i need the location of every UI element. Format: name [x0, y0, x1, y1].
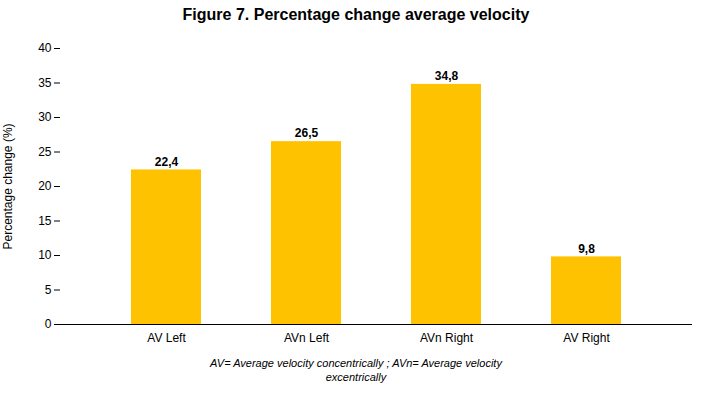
svg-text:AV Right: AV Right	[563, 331, 610, 345]
svg-text:22,4: 22,4	[155, 155, 179, 169]
svg-text:26,5: 26,5	[295, 126, 319, 140]
svg-text:Percentage change (%): Percentage change (%)	[1, 123, 15, 249]
svg-text:0: 0	[45, 317, 52, 331]
svg-text:34,8: 34,8	[435, 69, 459, 83]
html-text:excentrically: excentrically	[325, 371, 387, 383]
svg-text:AVn Right: AVn Right	[420, 331, 474, 345]
svg-text:AVn Left: AVn Left	[284, 331, 330, 345]
html-text:AV= Average velocity concentri: AV= Average velocity concentrically ; AV…	[210, 357, 502, 369]
html-text:Figure 7. Percentage change av: Figure 7. Percentage change average velo…	[182, 6, 530, 23]
svg-text:15: 15	[38, 214, 52, 228]
svg-text:5: 5	[45, 283, 52, 297]
svg-text:25: 25	[38, 145, 52, 159]
svg-text:10: 10	[38, 248, 52, 262]
svg-text:20: 20	[38, 179, 52, 193]
svg-text:40: 40	[38, 41, 52, 55]
svg-text:35: 35	[38, 76, 52, 90]
svg-text:9,8: 9,8	[578, 242, 595, 256]
svg-text:AV Left: AV Left	[147, 331, 186, 345]
svg-text:30: 30	[38, 110, 52, 124]
